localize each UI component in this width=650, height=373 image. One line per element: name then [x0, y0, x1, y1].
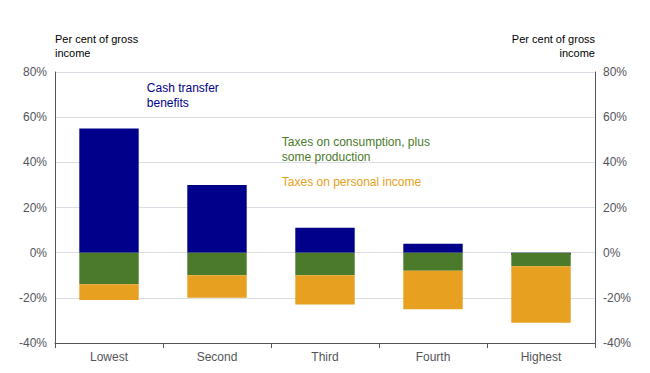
- svg-text:income: income: [560, 47, 595, 59]
- svg-text:Highest: Highest: [521, 350, 562, 364]
- svg-text:60%: 60%: [23, 110, 47, 124]
- svg-text:20%: 20%: [23, 201, 47, 215]
- svg-text:income: income: [55, 47, 90, 59]
- svg-text:60%: 60%: [603, 110, 627, 124]
- svg-text:Taxes on personal income: Taxes on personal income: [282, 175, 422, 189]
- svg-text:Lowest: Lowest: [90, 350, 129, 364]
- svg-text:benefits: benefits: [147, 96, 189, 110]
- svg-text:Per cent of gross: Per cent of gross: [512, 33, 596, 45]
- svg-text:Fourth: Fourth: [416, 350, 451, 364]
- svg-text:Second: Second: [197, 350, 238, 364]
- svg-text:40%: 40%: [23, 155, 47, 169]
- svg-text:Third: Third: [311, 350, 338, 364]
- svg-text:-20%: -20%: [603, 291, 631, 305]
- svg-text:0%: 0%: [30, 246, 48, 260]
- svg-text:80%: 80%: [23, 65, 47, 79]
- svg-text:some production: some production: [282, 150, 371, 164]
- svg-text:-40%: -40%: [19, 336, 47, 350]
- svg-text:0%: 0%: [603, 246, 621, 260]
- svg-text:Cash transfer: Cash transfer: [147, 81, 219, 95]
- svg-text:80%: 80%: [603, 65, 627, 79]
- svg-text:Taxes on consumption, plus: Taxes on consumption, plus: [282, 135, 430, 149]
- svg-text:-40%: -40%: [603, 336, 631, 350]
- svg-text:Per cent of gross: Per cent of gross: [55, 33, 139, 45]
- svg-text:20%: 20%: [603, 201, 627, 215]
- svg-text:40%: 40%: [603, 155, 627, 169]
- svg-text:-20%: -20%: [19, 291, 47, 305]
